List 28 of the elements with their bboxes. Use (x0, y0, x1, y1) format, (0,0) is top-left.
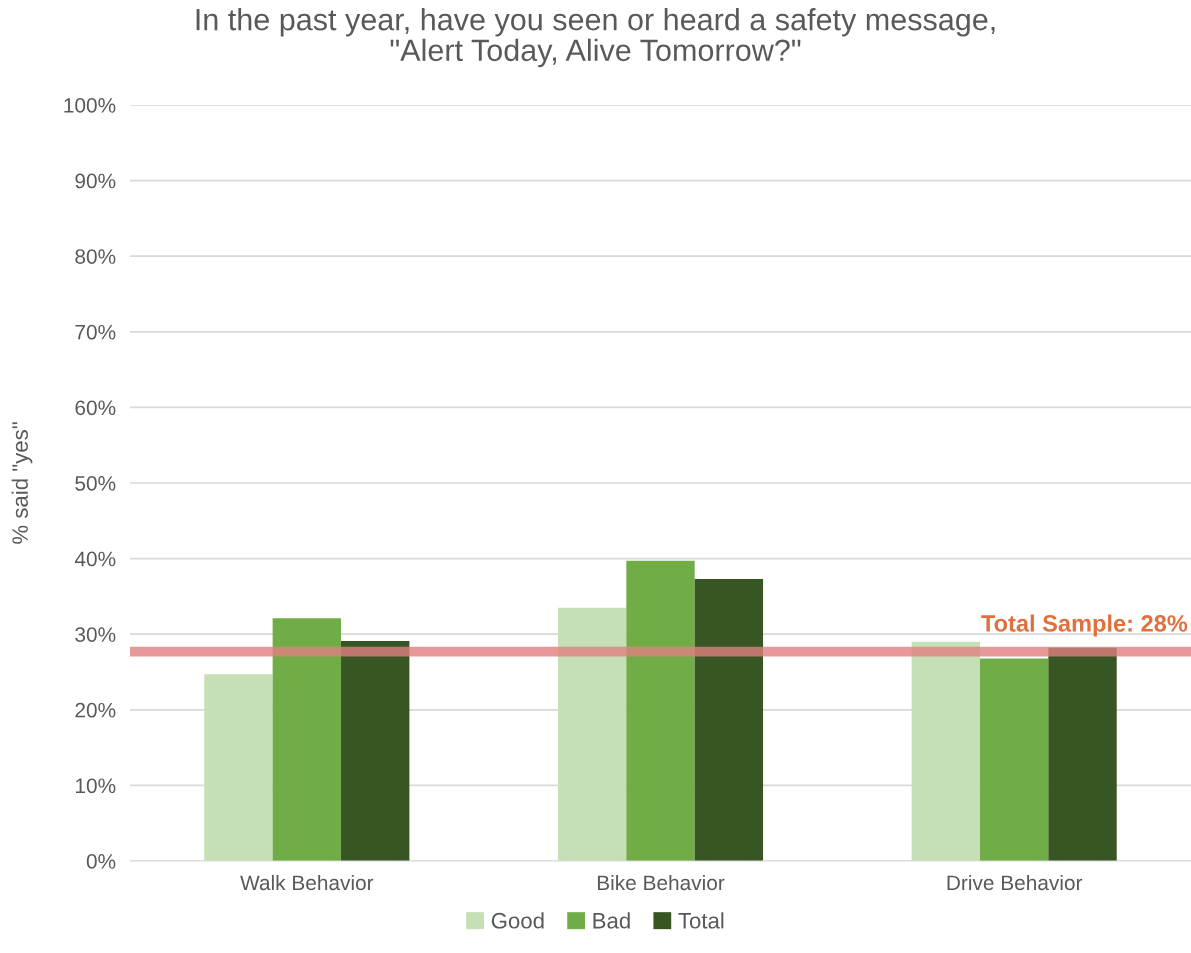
chart-title: In the past year, have you seen or heard a safety message, "Alert Today, Alive Tomorrow?" (196, 8, 995, 68)
x-tick-label: Drive Behavior (947, 874, 1083, 891)
ref-line-label: Total Sample: 28% (981, 614, 1188, 637)
x-tick-label: Walk Behavior (240, 874, 374, 891)
y-tick-label: 50% (75, 476, 116, 491)
bar (272, 618, 342, 861)
bar (911, 641, 980, 861)
y-tick-label: 0% (86, 854, 116, 869)
y-tick-label: 70% (75, 324, 116, 340)
bar (557, 607, 627, 861)
y-tick-label: 10% (76, 778, 116, 794)
y-tick-label: 20% (75, 702, 116, 718)
legend-label: Good (491, 912, 544, 929)
bar (626, 560, 695, 861)
y-tick-label: 40% (74, 551, 116, 567)
y-axis-title: % said "yes" (11, 422, 33, 544)
bar (979, 658, 1049, 861)
y-tick-label: 60% (75, 400, 116, 416)
bar (694, 579, 764, 861)
y-tick-label: 90% (75, 173, 116, 189)
x-tick-label: Bike Behavior (597, 874, 725, 891)
y-tick-label: 30% (75, 627, 116, 642)
y-tick-label: 100% (64, 98, 116, 113)
legend-label: Total (678, 912, 724, 929)
legend-label: Bad (593, 912, 630, 929)
y-tick-label: 80% (75, 249, 116, 264)
bar (204, 674, 273, 861)
bar (341, 641, 410, 861)
